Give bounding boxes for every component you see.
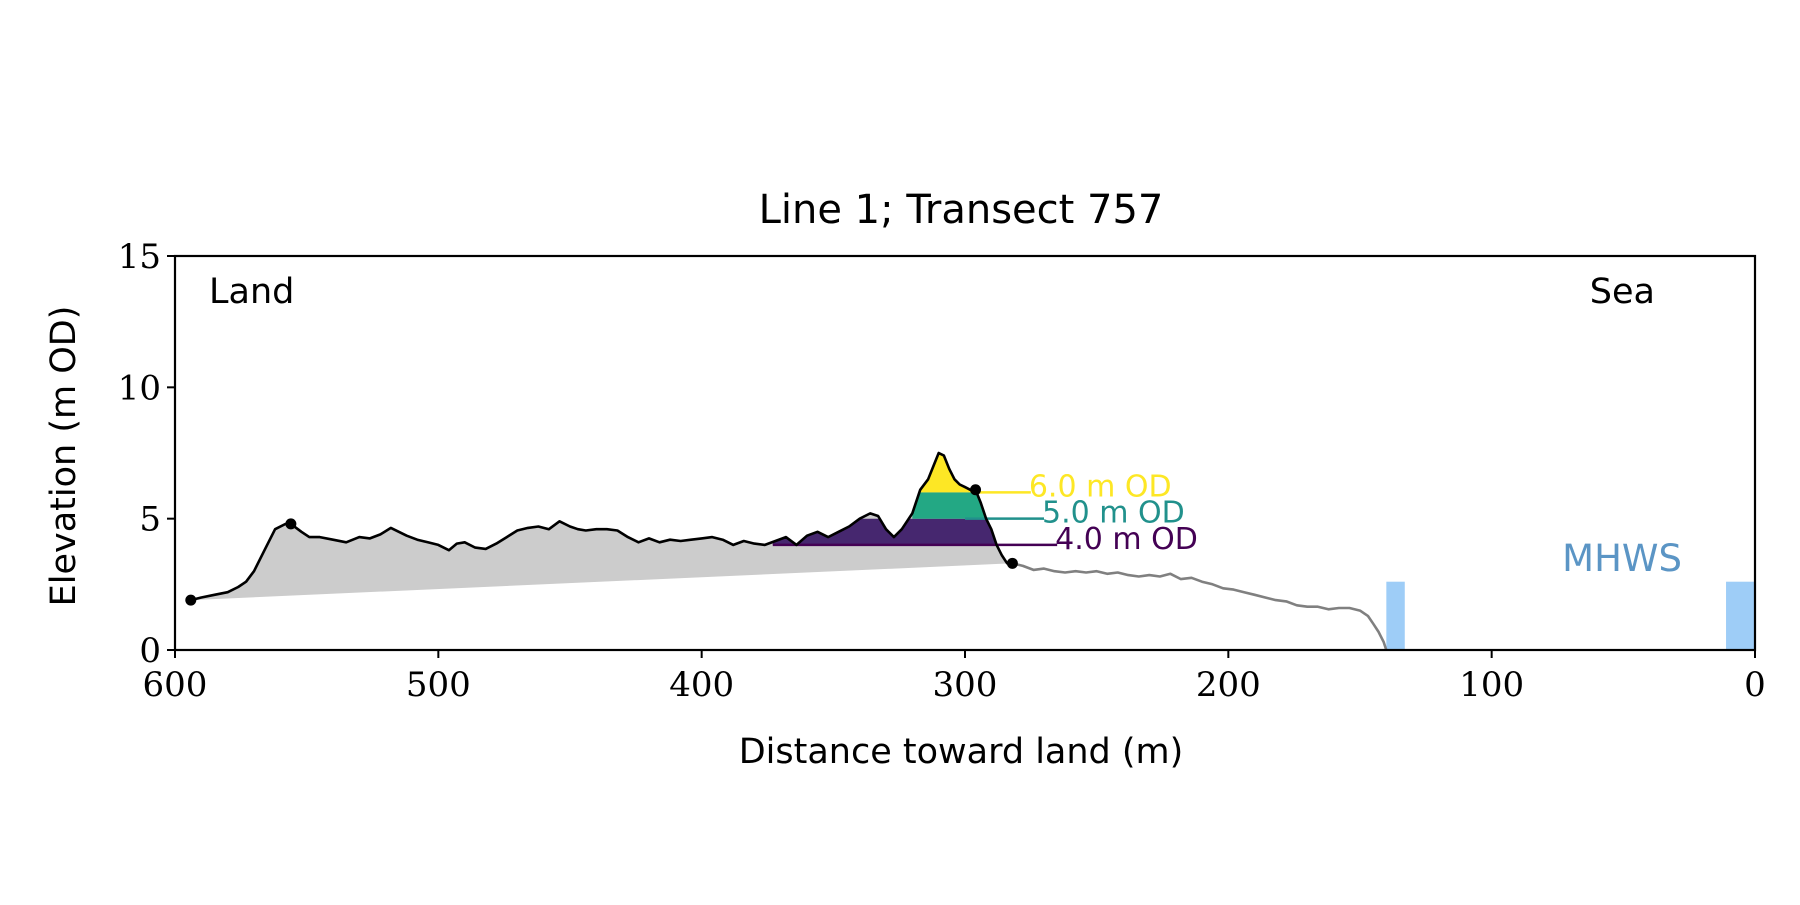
y-tick-label-15: 15	[118, 237, 161, 277]
profile-marker-2	[970, 484, 982, 496]
y-tick-label-5: 5	[139, 500, 161, 540]
threshold-label-4: 4.0 m OD	[1055, 522, 1198, 557]
x-tick-label-400: 400	[669, 665, 734, 705]
land-label: Land	[209, 272, 294, 312]
x-axis-label: Distance toward land (m)	[739, 732, 1184, 772]
threshold-band-4	[772, 518, 996, 545]
profile-marker-3	[1006, 557, 1018, 569]
seaward-profile-line	[1012, 562, 1388, 651]
x-tick-label-500: 500	[406, 665, 471, 705]
threshold-label-5: 5.0 m OD	[1042, 496, 1185, 531]
threshold-band-5	[912, 492, 985, 519]
plot-frame	[173, 254, 1757, 652]
mhws-water-1	[1726, 581, 1755, 650]
x-tick-label-300: 300	[933, 665, 998, 705]
threshold-band-6	[920, 453, 976, 493]
x-tick-label-200: 200	[1196, 665, 1261, 705]
y-tick-label-10: 10	[118, 368, 161, 408]
sea-label: Sea	[1590, 272, 1655, 312]
x-tick-label-0: 0	[1744, 665, 1766, 705]
x-tick-label-600: 600	[143, 665, 208, 705]
threshold-label-6: 6.0 m OD	[1029, 469, 1172, 504]
mhws-label: MHWS	[1562, 537, 1682, 580]
profile-marker-1	[285, 518, 297, 530]
mhws-water-0	[1386, 581, 1405, 650]
land-profile-line	[190, 451, 1013, 602]
profile-marker-0	[185, 594, 197, 606]
chart-title: Line 1; Transect 757	[759, 187, 1164, 233]
y-axis-label: Elevation (m OD)	[44, 306, 84, 607]
profile-fill	[190, 453, 1013, 601]
y-tick-label-0: 0	[139, 631, 161, 671]
x-tick-label-100: 100	[1459, 665, 1524, 705]
